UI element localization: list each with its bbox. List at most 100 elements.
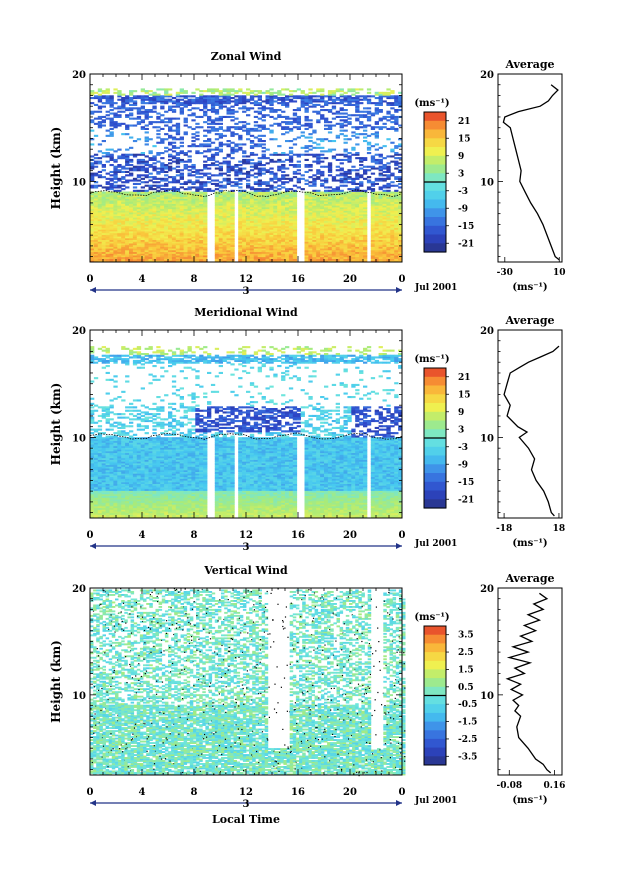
field-cell: [164, 223, 168, 225]
field-cell: [285, 212, 289, 214]
field-cell: [102, 106, 106, 108]
field-cell: [328, 140, 332, 142]
field-cell: [297, 88, 301, 90]
field-cell: [250, 212, 254, 214]
field-cell: [203, 155, 207, 157]
field-cell: [223, 161, 227, 163]
field-cell: [168, 168, 172, 170]
field-cell: [293, 223, 297, 225]
field-cell: [258, 240, 262, 242]
field-cell: [305, 250, 309, 252]
field-cell: [234, 104, 238, 106]
field-cell: [180, 212, 184, 214]
field-cell: [110, 174, 114, 176]
field-cell: [172, 125, 176, 127]
field-cell: [129, 159, 133, 161]
field-cell: [203, 164, 207, 166]
field-cell: [383, 231, 387, 233]
field-cell: [168, 240, 172, 242]
field-cell: [199, 109, 203, 111]
field-cell: [281, 88, 285, 90]
field-cell: [125, 212, 129, 214]
field-cell: [156, 126, 160, 128]
field-cell: [324, 231, 328, 233]
field-cell: [355, 88, 359, 90]
field-cell: [141, 212, 145, 214]
field-cell: [199, 204, 203, 206]
field-cell: [168, 223, 172, 225]
field-cell: [347, 159, 351, 161]
field-cell: [305, 231, 309, 233]
field-cell: [195, 126, 199, 128]
field-cell: [188, 259, 192, 261]
field-cell: [347, 250, 351, 252]
field-cell: [308, 133, 312, 135]
field-cell: [394, 223, 398, 225]
field-cell: [156, 231, 160, 233]
field-cell: [102, 204, 106, 206]
field-cell: [355, 204, 359, 206]
field-cell: [215, 195, 219, 197]
field-cell: [363, 259, 367, 261]
field-cell: [312, 231, 316, 233]
field-cell: [234, 164, 238, 166]
field-cell: [351, 178, 355, 180]
field-cell: [152, 212, 156, 214]
field-cell: [254, 100, 258, 102]
field-cell: [117, 231, 121, 233]
field-cell: [351, 223, 355, 225]
field-cell: [180, 150, 184, 152]
field-cell: [102, 121, 106, 123]
field-cell: [238, 168, 242, 170]
field-cell: [281, 240, 285, 242]
field-cell: [199, 185, 203, 187]
field-cell: [320, 161, 324, 163]
field-cell: [250, 174, 254, 176]
field-cell: [347, 176, 351, 178]
field-cell: [250, 223, 254, 225]
field-cell: [125, 107, 129, 109]
field-cell: [117, 164, 121, 166]
field-cell: [254, 173, 258, 175]
field-cell: [191, 133, 195, 135]
field-cell: [308, 223, 312, 225]
field-cell: [242, 223, 246, 225]
field-cell: [129, 107, 133, 109]
field-cell: [137, 116, 141, 118]
field-cell: [258, 138, 262, 140]
field-cell: [332, 155, 336, 157]
field-cell: [289, 140, 293, 142]
field-cell: [141, 111, 145, 113]
field-cell: [246, 250, 250, 252]
field-cell: [113, 212, 117, 214]
field-cell: [336, 250, 340, 252]
field-cell: [289, 240, 293, 242]
field-cell: [160, 223, 164, 225]
field-cell: [176, 159, 180, 161]
field-cell: [219, 142, 223, 144]
field-cell: [234, 118, 238, 120]
field-cell: [94, 135, 98, 137]
field-cell: [285, 131, 289, 133]
field-cell: [94, 154, 98, 156]
field-cell: [168, 154, 172, 156]
field-cell: [246, 240, 250, 242]
field-cell: [110, 113, 114, 115]
field-cell: [223, 185, 227, 187]
wind-field: [90, 88, 402, 262]
field-cell: [191, 231, 195, 233]
field-cell: [113, 159, 117, 161]
field-cell: [168, 118, 172, 120]
field-cell: [379, 212, 383, 214]
field-cell: [160, 195, 164, 197]
field-cell: [340, 119, 344, 121]
field-cell: [371, 102, 375, 104]
field-cell: [117, 195, 121, 197]
field-cell: [94, 104, 98, 106]
field-cell: [340, 116, 344, 118]
field-cell: [180, 142, 184, 144]
field-cell: [164, 125, 168, 127]
field-cell: [180, 104, 184, 106]
field-cell: [156, 121, 160, 123]
field-cell: [227, 174, 231, 176]
